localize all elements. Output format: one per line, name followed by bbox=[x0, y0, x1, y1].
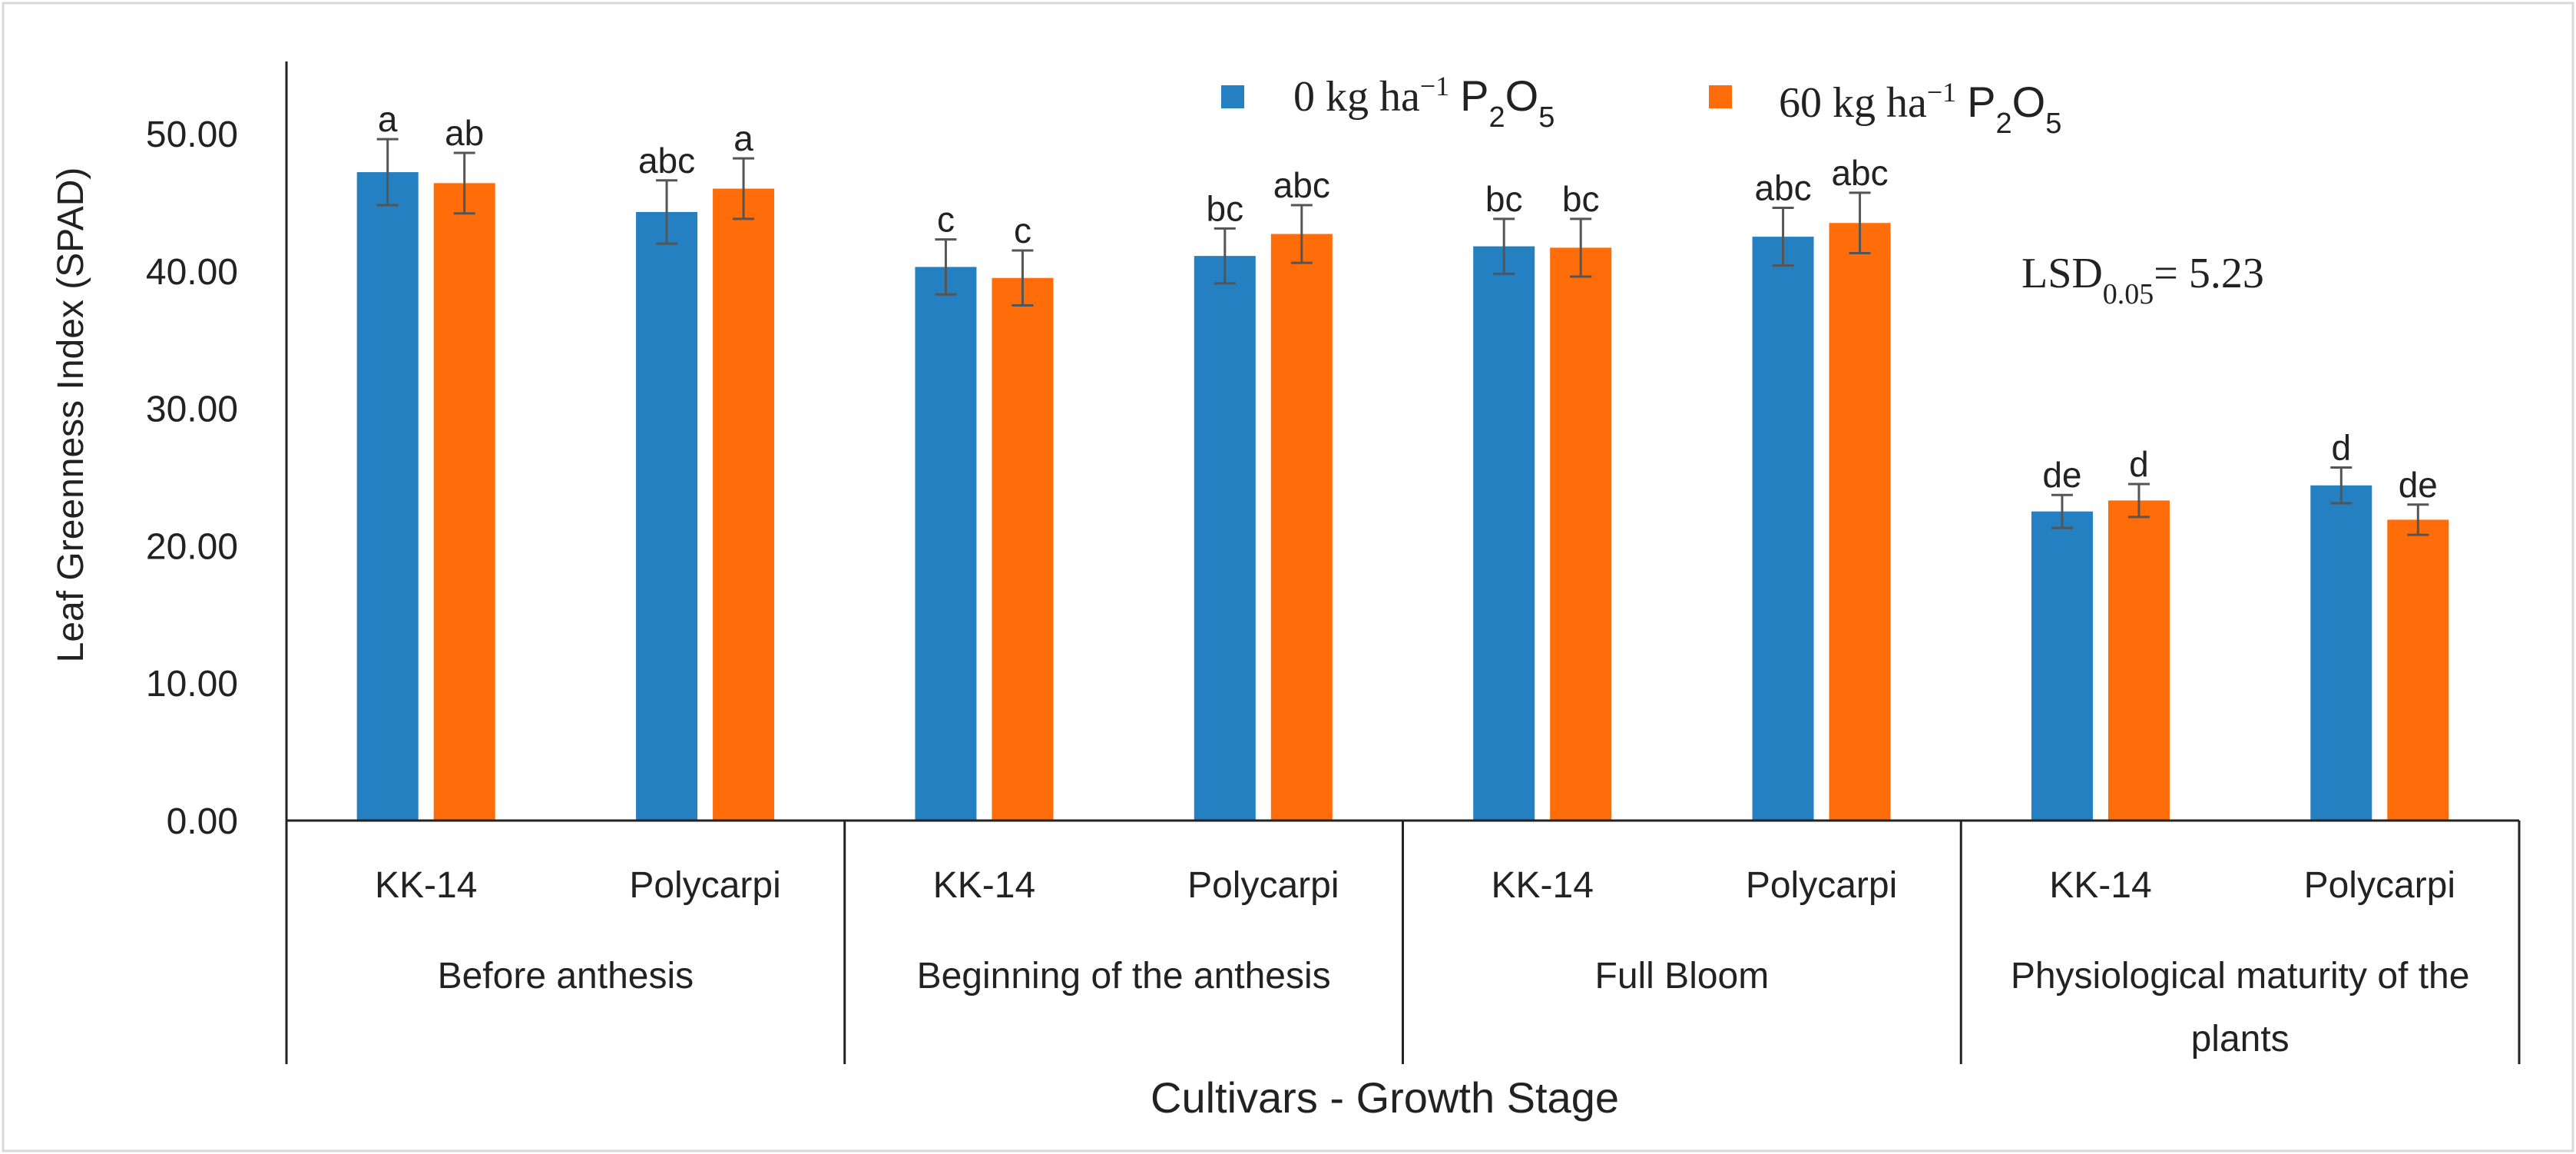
bar bbox=[1270, 234, 1333, 821]
significance-letter: c bbox=[937, 200, 955, 240]
legend-swatch-0kg bbox=[1221, 85, 1244, 108]
legend-swatch-60kg bbox=[1709, 85, 1732, 108]
category-label: Polycarpi bbox=[2304, 865, 2455, 906]
significance-letter: bc bbox=[1562, 179, 1600, 219]
bar bbox=[2031, 511, 2093, 821]
stage-label: Physiological maturity of the bbox=[2011, 956, 2470, 996]
category-label: KK-14 bbox=[1491, 865, 1593, 906]
significance-letter: a bbox=[378, 99, 398, 139]
bar bbox=[1194, 256, 1256, 821]
significance-letter: bc bbox=[1207, 188, 1244, 228]
significance-letter: abc bbox=[638, 141, 695, 181]
category-label: Polycarpi bbox=[629, 865, 780, 906]
bar bbox=[1752, 237, 1814, 821]
y-axis-label: Leaf Greenness Index (SPAD) bbox=[51, 167, 91, 663]
category-label: KK-14 bbox=[2049, 865, 2151, 906]
y-tick-label: 50.00 bbox=[146, 114, 238, 155]
stage-label: Full Bloom bbox=[1595, 956, 1770, 996]
bar bbox=[1473, 246, 1535, 821]
y-tick-label: 0.00 bbox=[167, 801, 238, 842]
legend: 0 kg ha−1 P2O5 60 kg ha−1 P2O5 bbox=[1221, 71, 2061, 140]
significance-letter: bc bbox=[1485, 179, 1523, 219]
bar bbox=[1829, 223, 1891, 821]
significance-letter: abc bbox=[1831, 153, 1888, 193]
bar bbox=[636, 211, 698, 821]
significance-letter: ab bbox=[445, 113, 484, 153]
bar bbox=[713, 188, 775, 821]
stage-label: Before anthesis bbox=[438, 956, 694, 996]
bar bbox=[433, 183, 495, 821]
y-axis-ticks: 0.00 10.00 20.00 30.00 40.00 50.00 bbox=[146, 114, 238, 842]
legend-label-0kg: 0 kg ha−1 P2O5 bbox=[1293, 71, 1555, 134]
bar bbox=[2387, 519, 2449, 821]
category-labels: KK-14 Polycarpi KK-14 Polycarpi KK-14 Polycar… bbox=[375, 865, 2469, 1059]
y-tick-label: 20.00 bbox=[146, 526, 238, 567]
significance-letter: d bbox=[2129, 444, 2149, 484]
bar bbox=[2107, 500, 2170, 821]
significance-letter: abc bbox=[1754, 168, 1811, 208]
significance-letter: de bbox=[2042, 455, 2081, 495]
y-tick-label: 10.00 bbox=[146, 664, 238, 705]
y-tick-label: 40.00 bbox=[146, 252, 238, 293]
bar bbox=[2310, 485, 2372, 821]
significance-letter: c bbox=[1014, 211, 1031, 250]
significance-letter: abc bbox=[1273, 165, 1330, 205]
bar bbox=[356, 172, 419, 821]
category-label: KK-14 bbox=[933, 865, 1035, 906]
x-axis-label: Cultivars - Growth Stage bbox=[1151, 1073, 1619, 1122]
axes bbox=[285, 61, 2521, 1064]
bar bbox=[915, 267, 977, 821]
stage-label: plants bbox=[2191, 1019, 2290, 1059]
significance-letter: a bbox=[733, 118, 753, 158]
bar bbox=[1550, 247, 1612, 821]
significance-letter: de bbox=[2399, 465, 2438, 505]
stage-label: Beginning of the anthesis bbox=[917, 956, 1331, 996]
category-label: Polycarpi bbox=[1187, 865, 1339, 906]
legend-label-60kg: 60 kg ha−1 P2O5 bbox=[1779, 77, 2061, 140]
bar bbox=[992, 277, 1054, 821]
y-tick-label: 30.00 bbox=[146, 390, 238, 430]
category-label: KK-14 bbox=[375, 865, 477, 906]
lsd-annotation: LSD0.05= 5.23 bbox=[2021, 250, 2264, 310]
category-label: Polycarpi bbox=[1746, 865, 1897, 906]
significance-letter: d bbox=[2332, 427, 2352, 467]
